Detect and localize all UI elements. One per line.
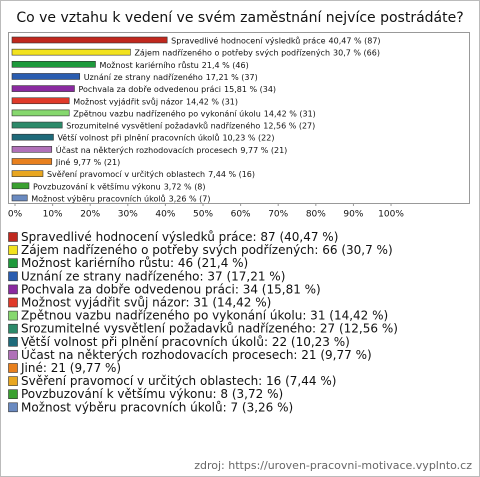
value-label: 7,44 % (16) bbox=[208, 170, 255, 179]
bar-category: Zpětnou vazbu nadřízeného po vykonání úk… bbox=[73, 108, 261, 118]
bar bbox=[11, 48, 131, 56]
x-tick-label: 50% bbox=[193, 210, 213, 220]
bar-label: Jiné 9,77 % (21) bbox=[55, 157, 121, 167]
bar-category: Možnost kariérního růstu bbox=[99, 59, 198, 69]
value-label: 9,77 % (21) bbox=[73, 158, 120, 167]
legend-label: Zájem nadřízeného o potřeby svých podříz… bbox=[21, 243, 393, 257]
bar-category: Větší volnost při plnění pracovních úkol… bbox=[57, 132, 219, 142]
bar bbox=[11, 60, 96, 68]
legend-label: Spravedlivé hodnocení výsledků práce: 87… bbox=[21, 230, 338, 244]
legend-label: Účast na některých rozhodovacích procese… bbox=[21, 347, 372, 362]
bar bbox=[11, 73, 81, 80]
bar bbox=[11, 121, 63, 129]
x-tick-label: 40% bbox=[155, 210, 175, 220]
bar-label: Možnost výběru pracovních úkolů 3,26 % (7… bbox=[31, 193, 210, 203]
value-label: 14,42 % (31) bbox=[264, 109, 316, 118]
bar-category: Jiné bbox=[55, 157, 71, 167]
legend-label: Zpětnou vazbu nadřízeného po vykonání úk… bbox=[21, 309, 388, 323]
bar-label: Spravedlivé hodnocení výsledků práce 40,4… bbox=[171, 35, 380, 45]
bar-category: Účast na některých rozhodovacích procese… bbox=[56, 143, 238, 154]
x-tick-label: 30% bbox=[118, 210, 138, 220]
x-tick-label: 70% bbox=[268, 210, 288, 220]
bar-label: Zájem nadřízeného o potřeby svých podříz… bbox=[134, 47, 380, 57]
value-label: 10,23 % (22) bbox=[222, 133, 274, 142]
bar-category: Možnost výběru pracovních úkolů bbox=[31, 193, 165, 203]
legend-swatch bbox=[8, 284, 18, 295]
bar-category: Srozumitelné vysvětlení požadavků nadříz… bbox=[66, 120, 260, 130]
legend-swatch bbox=[8, 258, 18, 269]
legend-label: Možnost výběru pracovních úkolů: 7 (3,26… bbox=[21, 400, 293, 414]
value-label: 40,47 % (87) bbox=[329, 36, 381, 45]
bar-label: Možnost vyjádřit svůj názor 14,42 % (31) bbox=[73, 96, 238, 106]
bar-label: Účast na některých rozhodovacích procese… bbox=[56, 143, 288, 154]
bar-label: Svěření pravomocí v určitých oblastech 7,… bbox=[47, 169, 255, 179]
bar bbox=[11, 109, 70, 117]
bar-label: Srozumitelné vysvětlení požadavků nadříz… bbox=[66, 120, 315, 130]
bar bbox=[11, 146, 53, 153]
x-tick-label: 80% bbox=[306, 210, 326, 220]
value-label: 30,7 % (66) bbox=[333, 48, 380, 57]
bar-category: Pochvala za dobře odvedenou práci bbox=[78, 85, 221, 94]
bar-category: Uznání ze strany nadřízeného bbox=[84, 71, 203, 81]
legend-swatch bbox=[8, 376, 18, 386]
value-label: 21,4 % (46) bbox=[202, 60, 249, 69]
x-tick-label: 0% bbox=[8, 210, 23, 220]
value-label: 17,21 % (37) bbox=[206, 72, 258, 81]
bar-category: Zájem nadřízeného o potřeby svých podříz… bbox=[134, 47, 330, 57]
bar-category: Povzbuzování k většímu výkonu bbox=[33, 181, 161, 191]
bar-category: Možnost vyjádřit svůj názor bbox=[73, 96, 183, 106]
legend-swatch bbox=[8, 363, 18, 373]
bar bbox=[11, 170, 44, 177]
legend-label: Svěření pravomocí v určitých oblastech: … bbox=[21, 374, 336, 388]
bar-label: Povzbuzování k většímu výkonu 3,72 % (8) bbox=[33, 181, 206, 191]
bar-label: Větší volnost při plnění pracovních úkol… bbox=[57, 132, 274, 142]
legend-swatch bbox=[8, 389, 18, 400]
bar-label: Pochvala za dobře odvedenou práci 15,81 %… bbox=[78, 85, 276, 94]
legend-swatch bbox=[8, 245, 18, 255]
legend-label: Srozumitelné vysvětlení požadavků nadříz… bbox=[21, 322, 398, 336]
legend-swatch bbox=[8, 297, 18, 308]
legend-swatch bbox=[8, 310, 18, 321]
bar bbox=[11, 36, 168, 44]
legend-label: Větší volnost při plnění pracovních úkol… bbox=[21, 335, 350, 349]
x-tick-label: 60% bbox=[231, 210, 251, 220]
legend-swatch bbox=[8, 336, 18, 347]
legend-label: Povzbuzování k většímu výkonu: 8 (3,72 %… bbox=[21, 387, 283, 401]
legend-label: Možnost vyjádřit svůj názor: 31 (14,42 %… bbox=[21, 296, 271, 310]
bar-category: Svěření pravomocí v určitých oblastech bbox=[47, 169, 205, 179]
value-label: 3,72 % (8) bbox=[164, 182, 206, 191]
legend-label: Možnost kariérního růstu: 46 (21,4 %) bbox=[21, 256, 248, 270]
legend-swatch bbox=[8, 271, 18, 282]
legend-swatch bbox=[8, 402, 18, 413]
bar bbox=[11, 85, 75, 92]
legend-swatch bbox=[8, 350, 18, 360]
bar-label: Uznání ze strany nadřízeného 17,21 % (37) bbox=[84, 71, 258, 81]
chart-title: Co ve vztahu k vedení ve svém zaměstnání… bbox=[16, 10, 463, 26]
value-label: 14,42 % (31) bbox=[186, 97, 238, 106]
x-tick-label: 100% bbox=[378, 210, 404, 220]
bar bbox=[11, 133, 54, 141]
bar bbox=[11, 194, 28, 202]
value-label: 3,26 % (7) bbox=[169, 194, 211, 203]
bar-label: Zpětnou vazbu nadřízeného po vykonání úk… bbox=[73, 108, 316, 118]
bar bbox=[11, 97, 70, 105]
x-tick-label: 20% bbox=[80, 210, 100, 220]
x-tick-label: 90% bbox=[343, 210, 363, 220]
plot-area bbox=[8, 32, 470, 204]
source: zdroj: https://uroven-pracovni-motivace.… bbox=[194, 459, 472, 472]
legend-label: Uznání ze strany nadřízeného: 37 (17,21 … bbox=[21, 269, 285, 283]
value-label: 15,81 % (34) bbox=[224, 85, 276, 94]
legend-label: Jiné: 21 (9,77 %) bbox=[20, 361, 121, 375]
x-tick-label: 10% bbox=[43, 210, 63, 220]
legend-label: Pochvala za dobře odvedenou práci: 34 (1… bbox=[21, 282, 321, 296]
value-label: 9,77 % (21) bbox=[240, 145, 287, 154]
bar bbox=[11, 182, 30, 190]
bar-label: Možnost kariérního růstu 21,4 % (46) bbox=[99, 59, 248, 69]
value-label: 12,56 % (27) bbox=[263, 121, 315, 130]
legend-swatch bbox=[8, 232, 18, 242]
bar bbox=[11, 158, 53, 165]
legend-swatch bbox=[8, 323, 18, 334]
bar-category: Spravedlivé hodnocení výsledků práce bbox=[171, 35, 325, 45]
